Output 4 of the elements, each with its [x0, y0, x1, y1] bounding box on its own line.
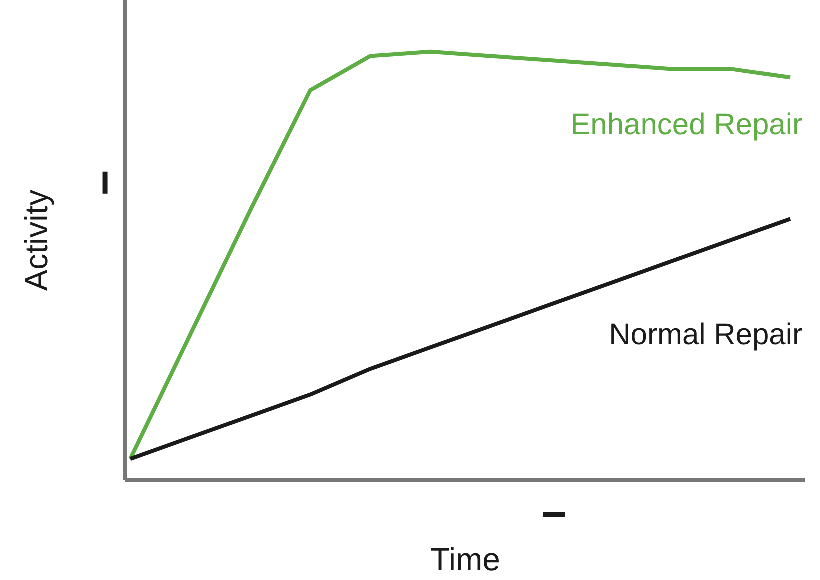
x-axis-title: Time — [430, 542, 500, 578]
series-label: Normal Repair — [609, 318, 803, 352]
series-label: Enhanced Repair — [570, 108, 803, 142]
y-axis-title: Activity — [18, 190, 54, 292]
